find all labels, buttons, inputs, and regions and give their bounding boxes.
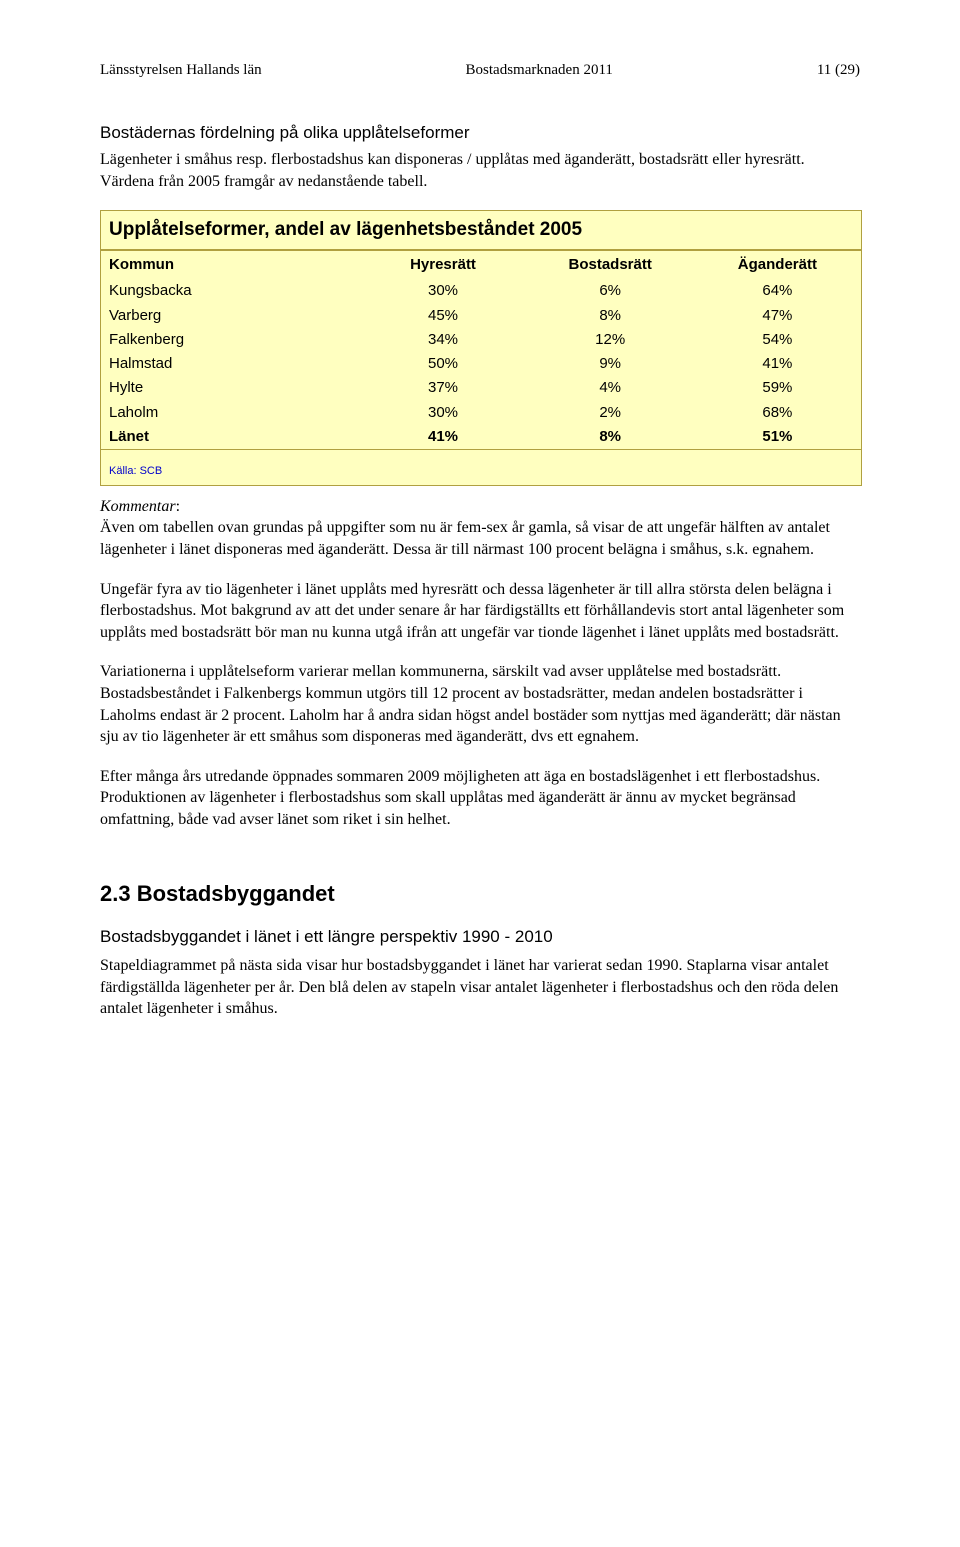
table-total-row: Länet 41% 8% 51% xyxy=(101,425,861,449)
table-source: Källa: SCB xyxy=(101,449,861,485)
cell-kommun: Länet xyxy=(101,425,359,449)
cell-value: 68% xyxy=(694,401,861,425)
kommentar-text: Även om tabellen ovan grundas på uppgift… xyxy=(100,519,830,558)
cell-kommun: Kungsbacka xyxy=(101,279,359,303)
col-hyresratt: Hyresrätt xyxy=(359,251,526,280)
body-paragraph: Variationerna i upplåtelseform varierar … xyxy=(100,661,860,747)
cell-kommun: Halmstad xyxy=(101,352,359,376)
col-aganderatt: Äganderätt xyxy=(694,251,861,280)
cell-value: 9% xyxy=(527,352,694,376)
data-table: Kommun Hyresrätt Bostadsrätt Äganderätt … xyxy=(101,250,861,449)
col-bostadsratt: Bostadsrätt xyxy=(527,251,694,280)
cell-value: 30% xyxy=(359,401,526,425)
cell-value: 30% xyxy=(359,279,526,303)
cell-value: 4% xyxy=(527,376,694,400)
cell-value: 41% xyxy=(694,352,861,376)
cell-value: 47% xyxy=(694,304,861,328)
table-row: Falkenberg 34% 12% 54% xyxy=(101,328,861,352)
col-kommun: Kommun xyxy=(101,251,359,280)
table-row: Hylte 37% 4% 59% xyxy=(101,376,861,400)
cell-kommun: Hylte xyxy=(101,376,359,400)
cell-kommun: Falkenberg xyxy=(101,328,359,352)
table-row: Kungsbacka 30% 6% 64% xyxy=(101,279,861,303)
intro-paragraph: Lägenheter i småhus resp. flerbostadshus… xyxy=(100,149,860,192)
body-paragraph: Ungefär fyra av tio lägenheter i länet u… xyxy=(100,579,860,644)
header-center: Bostadsmarknaden 2011 xyxy=(466,60,613,80)
cell-value: 12% xyxy=(527,328,694,352)
page: Länsstyrelsen Hallands län Bostadsmarkna… xyxy=(0,0,960,1094)
table-row: Halmstad 50% 9% 41% xyxy=(101,352,861,376)
cell-value: 8% xyxy=(527,425,694,449)
table-row: Varberg 45% 8% 47% xyxy=(101,304,861,328)
cell-value: 45% xyxy=(359,304,526,328)
subsection-title: Bostadsbyggandet i länet i ett längre pe… xyxy=(100,926,860,949)
cell-value: 64% xyxy=(694,279,861,303)
cell-value: 41% xyxy=(359,425,526,449)
table-title: Upplåtelseformer, andel av lägenhetsbest… xyxy=(101,211,861,250)
cell-value: 34% xyxy=(359,328,526,352)
table-row: Laholm 30% 2% 68% xyxy=(101,401,861,425)
body-paragraph: Efter många års utredande öppnades somma… xyxy=(100,766,860,831)
section-heading-2-3: 2.3 Bostadsbyggandet xyxy=(100,879,860,909)
cell-value: 6% xyxy=(527,279,694,303)
section-title: Bostädernas fördelning på olika upplåtel… xyxy=(100,122,860,145)
table-upplatelseformer: Upplåtelseformer, andel av lägenhetsbest… xyxy=(100,210,862,485)
header-left: Länsstyrelsen Hallands län xyxy=(100,60,262,80)
cell-value: 8% xyxy=(527,304,694,328)
cell-kommun: Laholm xyxy=(101,401,359,425)
body-paragraph: Stapeldiagrammet på nästa sida visar hur… xyxy=(100,955,860,1020)
cell-value: 50% xyxy=(359,352,526,376)
page-header: Länsstyrelsen Hallands län Bostadsmarkna… xyxy=(100,60,860,80)
kommentar-label: Kommentar xyxy=(100,498,176,515)
kommentar-paragraph: Kommentar: Även om tabellen ovan grundas… xyxy=(100,496,860,561)
cell-value: 2% xyxy=(527,401,694,425)
cell-value: 51% xyxy=(694,425,861,449)
cell-value: 54% xyxy=(694,328,861,352)
cell-kommun: Varberg xyxy=(101,304,359,328)
table-header-row: Kommun Hyresrätt Bostadsrätt Äganderätt xyxy=(101,251,861,280)
cell-value: 59% xyxy=(694,376,861,400)
cell-value: 37% xyxy=(359,376,526,400)
header-right: 11 (29) xyxy=(817,60,860,80)
